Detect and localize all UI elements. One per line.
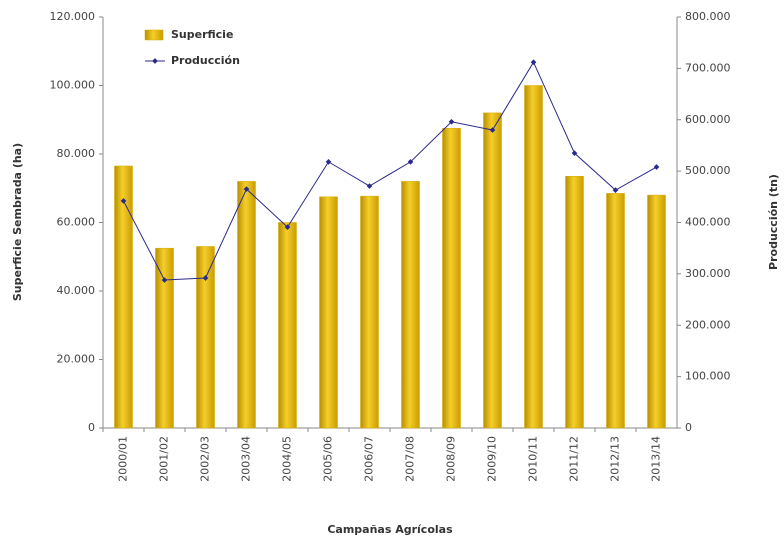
y2-tick-label: 800.000 — [685, 10, 731, 23]
x-tick-label: 2006/07 — [363, 436, 376, 482]
marker — [612, 187, 619, 193]
marker — [530, 59, 537, 66]
y2-tick-label: 600.000 — [685, 113, 731, 126]
bar — [524, 85, 543, 429]
y2-tick-label: 100.000 — [685, 370, 731, 383]
marker — [653, 164, 660, 170]
y-tick-label: 0 — [88, 421, 95, 434]
y-tick-label: 100.000 — [50, 79, 96, 92]
x-tick-label: 2003/04 — [240, 436, 253, 482]
bar — [196, 246, 215, 429]
y2-tick-label: 300.000 — [685, 267, 731, 280]
bar — [155, 247, 174, 429]
marker — [366, 183, 373, 189]
marker — [161, 277, 168, 283]
bar — [606, 193, 625, 429]
marker — [120, 198, 127, 204]
bar — [237, 181, 256, 429]
x-tick-label: 2004/05 — [281, 436, 294, 482]
x-tick-label: 2012/13 — [609, 436, 622, 482]
x-tick-label: 2005/06 — [322, 436, 335, 482]
bar — [565, 176, 584, 429]
marker — [243, 186, 250, 192]
y-tick-label: 60.000 — [57, 216, 96, 229]
y2-tick-label: 200.000 — [685, 318, 731, 331]
bar — [114, 165, 133, 429]
marker — [407, 159, 414, 165]
y-axis-title: Superficie Sembrada (ha) — [11, 143, 24, 301]
x-tick-label: 2010/11 — [527, 436, 540, 482]
marker — [489, 127, 496, 133]
x-tick-label: 2007/08 — [404, 436, 417, 482]
y2-tick-label: 400.000 — [685, 216, 731, 229]
y-tick-label: 20.000 — [57, 353, 96, 366]
bar — [442, 128, 461, 429]
x-tick-label: 2013/14 — [650, 436, 663, 482]
x-axis-title: Campañas Agrícolas — [327, 523, 453, 536]
bar — [319, 196, 338, 429]
marker — [202, 275, 209, 281]
legend-swatch — [144, 29, 164, 41]
x-tick-label: 2002/03 — [199, 436, 212, 482]
bar — [483, 112, 502, 429]
marker — [284, 224, 291, 230]
y-tick-label: 40.000 — [57, 284, 96, 297]
x-tick-label: 2011/12 — [568, 436, 581, 482]
y2-tick-label: 500.000 — [685, 164, 731, 177]
y-tick-label: 80.000 — [57, 147, 96, 160]
legend-marker — [152, 58, 158, 64]
marker — [448, 118, 455, 125]
y-tick-label: 120.000 — [50, 10, 96, 23]
bar — [360, 195, 379, 429]
legend-label: Superficie — [171, 28, 233, 41]
bar — [401, 181, 420, 429]
line — [123, 61, 657, 281]
marker — [325, 159, 332, 165]
x-tick-label: 2008/09 — [445, 436, 458, 482]
x-tick-label: 2009/10 — [486, 436, 499, 482]
legend-label: Producción — [171, 54, 240, 67]
marker — [571, 150, 578, 156]
y2-axis-title: Producción (tn) — [767, 174, 780, 270]
x-tick-label: 2000/01 — [117, 436, 130, 482]
bar — [647, 194, 666, 429]
y2-tick-label: 700.000 — [685, 61, 731, 74]
x-tick-label: 2001/02 — [158, 436, 171, 482]
bar — [278, 222, 297, 429]
y2-tick-label: 0 — [685, 421, 692, 434]
